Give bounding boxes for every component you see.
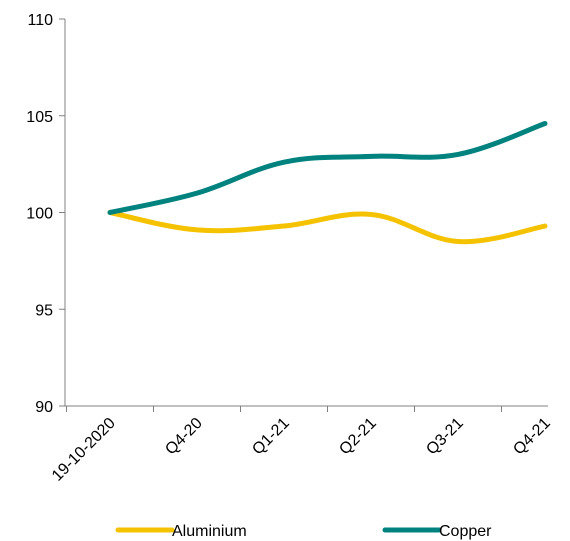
x-tick-label: Q3-21 — [423, 415, 467, 459]
legend-label-aluminium: Aluminium — [172, 523, 247, 540]
series-line-aluminium — [107, 210, 548, 245]
y-tick-label: 90 — [35, 399, 53, 416]
y-axis-ticks: 90 95 100 105 110 — [26, 12, 65, 416]
chart-axes — [64, 19, 548, 407]
legend-label-copper: Copper — [439, 523, 492, 540]
legend: Aluminium Copper — [115, 523, 492, 540]
y-tick-label: 105 — [26, 109, 53, 126]
series-line-copper — [107, 120, 548, 215]
x-tick-label: Q2-21 — [336, 415, 380, 459]
x-tick-label: 19-10-2020 — [49, 415, 119, 485]
y-tick-label: 110 — [27, 12, 53, 29]
x-tick-label: Q4-21 — [510, 415, 554, 459]
series-lines — [107, 120, 548, 245]
x-tick-label: Q1-21 — [249, 415, 293, 459]
y-tick-label: 100 — [26, 206, 53, 223]
x-axis-ticks: 19-10-2020 Q4-20 Q1-21 Q2-21 Q3-21 Q4-21 — [49, 406, 554, 485]
x-tick-label: Q4-20 — [162, 415, 206, 459]
y-tick-label: 95 — [35, 302, 53, 319]
